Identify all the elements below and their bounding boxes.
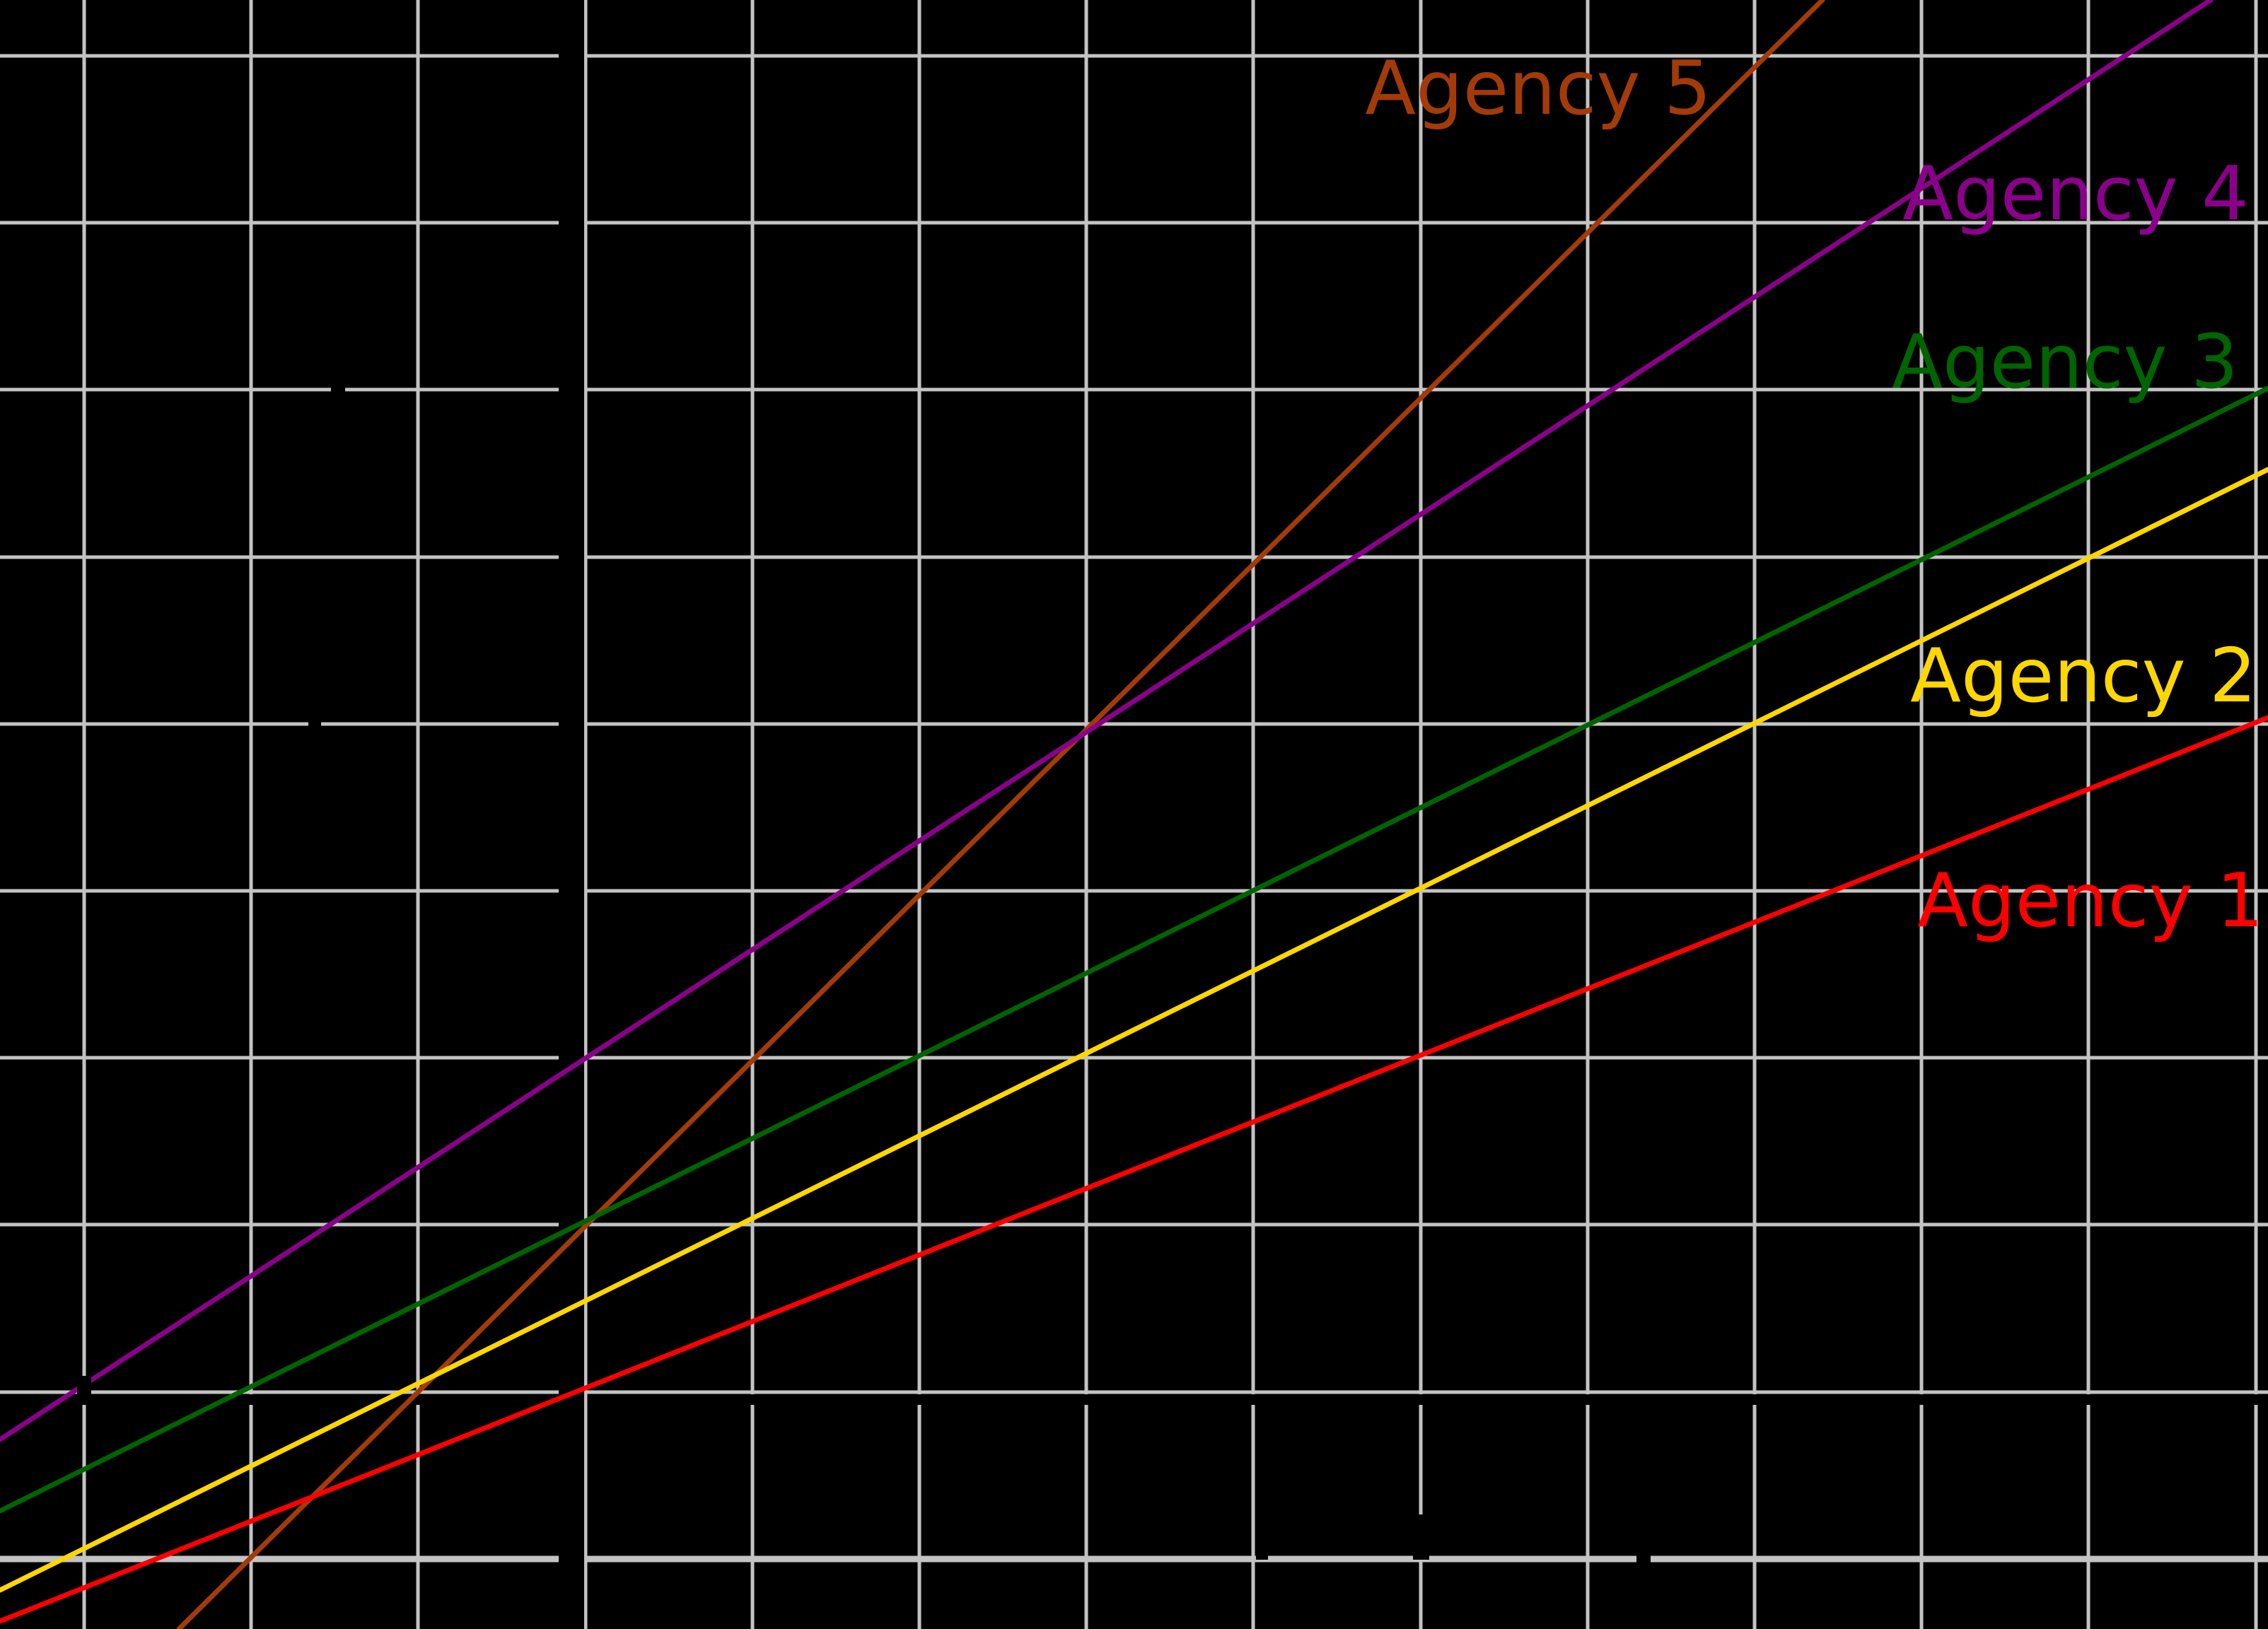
series-label-agency-3: Agency 3 [1892,319,2238,405]
y-tick-notch [559,720,570,728]
x-tick-notch [1583,1394,1593,1405]
series-line-agency-1 [0,715,2268,1624]
x-tick-notch [79,1394,89,1405]
x-tick-notch [1416,1394,1426,1405]
horizontal-gridlines [0,54,2268,1394]
x-tick-notch [914,1394,924,1405]
series-line-agency-3 [0,385,2268,1514]
text-fragment-notch [1413,1514,1429,1560]
series-label-agency-4: Agency 4 [1902,151,2249,237]
x-tick-notch [2251,1394,2261,1405]
series-line-agency-5 [176,0,1825,1629]
y-tick-notch [559,1221,570,1228]
text-fragment-notch [77,1376,91,1394]
black-vertical-spine [570,0,584,1629]
text-fragment-notch [1636,1548,1651,1575]
y-tick-notch [559,887,570,894]
series-label-agency-5: Agency 5 [1365,45,1711,132]
text-fragment-notches [77,384,1651,1575]
series-label-agency-2: Agency 2 [1910,633,2257,719]
y-tick-notch [559,1389,570,1396]
black-spine-artifacts [79,0,2261,1629]
y-tick-notch [559,1555,570,1563]
x-tick-notch [1248,1394,1258,1405]
series-line-agency-4 [0,0,2214,1442]
x-tick-notch [1917,1394,1926,1405]
x-tick-notch [2083,1394,2093,1405]
series-labels: Agency 5 Agency 4 Agency 3 Agency 2 Agency 1 [1365,45,2264,944]
series-line-agency-2 [0,467,2268,1593]
x-tick-notch [748,1394,757,1405]
y-tick-notch [559,219,570,226]
x-tick-notch [1750,1394,1760,1405]
text-fragment-notch [331,384,345,397]
x-tick-notch [246,1394,256,1405]
y-tick-notch [559,1054,570,1061]
y-tick-notch [559,554,570,561]
y-tick-notch [559,52,570,59]
text-fragment-notch [1256,1517,1268,1560]
y-tick-notch [559,386,570,393]
text-fragment-notch [308,718,321,730]
vertical-gridlines [82,0,2258,1629]
series-label-agency-1: Agency 1 [1917,858,2264,944]
x-tick-notch [1081,1394,1091,1405]
